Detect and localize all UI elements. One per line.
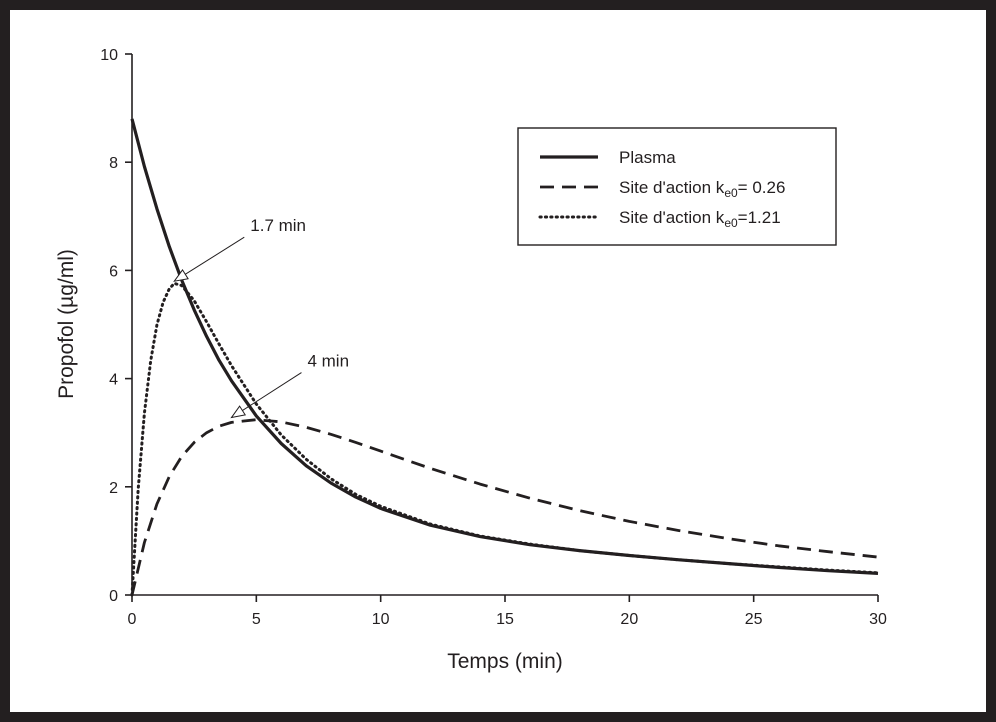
legend-label: Plasma — [619, 148, 676, 167]
x-tick-label: 25 — [745, 611, 763, 628]
annotation: 4 min — [230, 352, 349, 419]
annotation-arrow-shaft — [174, 236, 245, 282]
x-tick-label: 30 — [869, 611, 887, 628]
y-tick-label: 8 — [109, 155, 118, 172]
series-line-dashed — [130, 418, 879, 596]
annotation: 1.7 min — [173, 216, 306, 282]
ticks: 0 5 10 15 20 25 30 0 2 4 6 8 10 — [100, 47, 887, 628]
x-tick-label: 5 — [252, 611, 261, 628]
series-line-dotted — [130, 281, 880, 597]
x-axis-title: Temps (min) — [447, 650, 563, 673]
y-axis-title: Propofol (µg/ml) — [55, 249, 78, 399]
annotation-layer: 1.7 min 4 min — [173, 216, 349, 419]
legend: Plasma Site d'action ke0= 0.26 Site d'acti… — [517, 127, 837, 246]
legend-label: Site d'action ke0= 0.26 — [619, 178, 785, 200]
x-tick-label: 15 — [496, 611, 514, 628]
annotation-arrow-head — [230, 405, 247, 419]
legend-label: Site d'action ke0=1.21 — [619, 208, 781, 230]
y-tick-label: 6 — [109, 263, 118, 280]
y-tick-label: 4 — [109, 372, 118, 389]
x-tick-label: 0 — [128, 611, 137, 628]
annotation-label: 1.7 min — [250, 216, 306, 235]
annotation-arrow-shaft — [231, 372, 302, 418]
x-tick-label: 10 — [372, 611, 390, 628]
y-tick-label: 0 — [109, 588, 118, 605]
annotation-arrow-head — [173, 269, 189, 282]
y-tick-label: 10 — [100, 47, 118, 64]
x-tick-label: 20 — [620, 611, 638, 628]
annotation-label: 4 min — [307, 352, 349, 371]
y-tick-label: 2 — [109, 480, 118, 497]
